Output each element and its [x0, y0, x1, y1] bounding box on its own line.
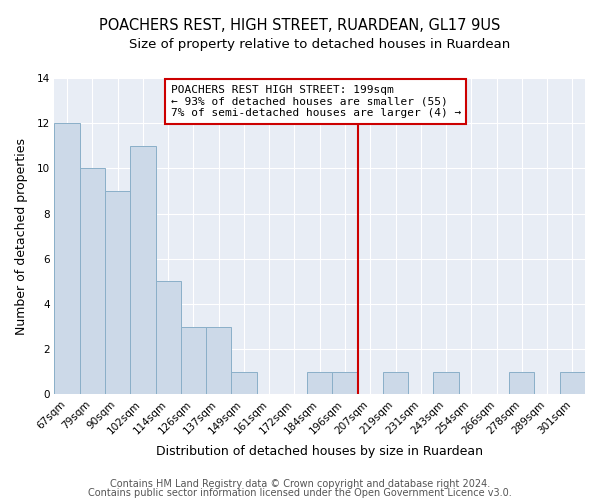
Bar	[383, 372, 408, 394]
Bar	[332, 372, 358, 394]
X-axis label: Distribution of detached houses by size in Ruardean: Distribution of detached houses by size …	[156, 444, 483, 458]
Bar	[206, 326, 231, 394]
Bar	[55, 124, 80, 394]
Title: Size of property relative to detached houses in Ruardean: Size of property relative to detached ho…	[129, 38, 511, 51]
Bar	[231, 372, 257, 394]
Text: POACHERS REST HIGH STREET: 199sqm
← 93% of detached houses are smaller (55)
7% o: POACHERS REST HIGH STREET: 199sqm ← 93% …	[170, 85, 461, 118]
Bar	[560, 372, 585, 394]
Text: Contains HM Land Registry data © Crown copyright and database right 2024.: Contains HM Land Registry data © Crown c…	[110, 479, 490, 489]
Y-axis label: Number of detached properties: Number of detached properties	[15, 138, 28, 335]
Bar	[130, 146, 155, 394]
Text: Contains public sector information licensed under the Open Government Licence v3: Contains public sector information licen…	[88, 488, 512, 498]
Bar	[509, 372, 535, 394]
Bar	[307, 372, 332, 394]
Bar	[80, 168, 105, 394]
Bar	[433, 372, 458, 394]
Bar	[181, 326, 206, 394]
Bar	[105, 191, 130, 394]
Bar	[155, 282, 181, 395]
Text: POACHERS REST, HIGH STREET, RUARDEAN, GL17 9US: POACHERS REST, HIGH STREET, RUARDEAN, GL…	[100, 18, 500, 32]
